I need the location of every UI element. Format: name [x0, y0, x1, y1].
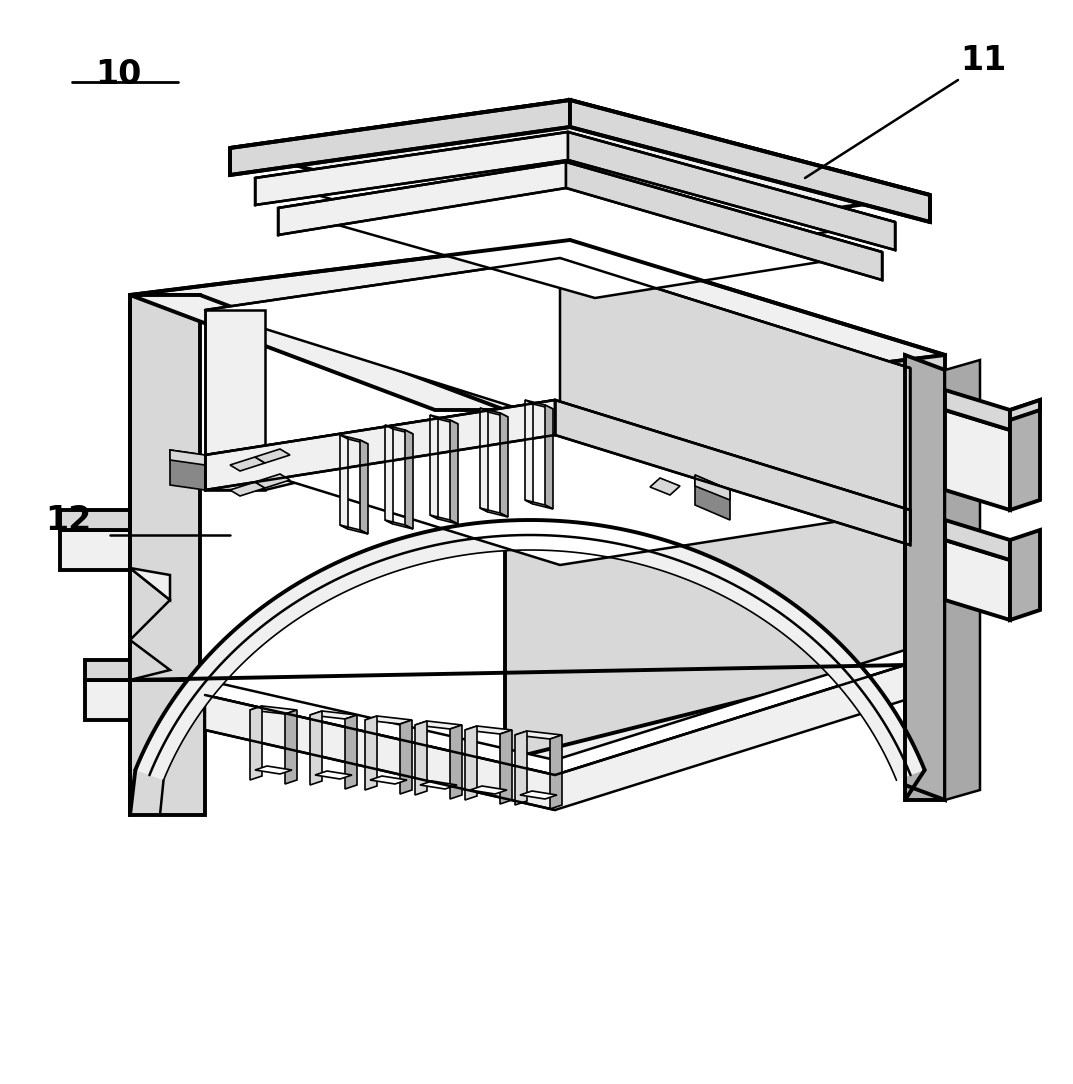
- Polygon shape: [385, 425, 413, 434]
- Polygon shape: [525, 500, 553, 509]
- Polygon shape: [465, 726, 477, 800]
- Polygon shape: [361, 440, 368, 534]
- Polygon shape: [230, 457, 265, 472]
- Polygon shape: [650, 478, 680, 495]
- Polygon shape: [230, 100, 570, 175]
- Polygon shape: [205, 258, 910, 420]
- Polygon shape: [85, 680, 130, 720]
- Polygon shape: [945, 390, 1010, 430]
- Polygon shape: [695, 475, 730, 520]
- Polygon shape: [340, 525, 368, 534]
- Polygon shape: [415, 721, 462, 730]
- Text: 11: 11: [960, 44, 1006, 77]
- Polygon shape: [230, 100, 930, 243]
- Polygon shape: [205, 400, 910, 565]
- Polygon shape: [1010, 400, 1040, 420]
- Polygon shape: [255, 449, 290, 463]
- Polygon shape: [905, 664, 945, 800]
- Polygon shape: [430, 415, 458, 424]
- Polygon shape: [250, 706, 262, 780]
- Polygon shape: [415, 721, 427, 795]
- Polygon shape: [450, 420, 458, 524]
- Polygon shape: [945, 410, 1010, 509]
- Polygon shape: [565, 162, 882, 280]
- Polygon shape: [365, 717, 377, 790]
- Polygon shape: [480, 408, 508, 417]
- Polygon shape: [255, 132, 895, 268]
- Text: 12: 12: [45, 503, 91, 537]
- Polygon shape: [255, 132, 568, 205]
- Polygon shape: [230, 482, 265, 496]
- Polygon shape: [255, 474, 290, 488]
- Polygon shape: [945, 360, 980, 800]
- Text: 10: 10: [95, 59, 142, 91]
- Polygon shape: [278, 162, 882, 298]
- Polygon shape: [515, 731, 527, 805]
- Polygon shape: [315, 771, 352, 779]
- Polygon shape: [520, 791, 557, 799]
- Polygon shape: [130, 568, 170, 601]
- Polygon shape: [200, 680, 505, 775]
- Polygon shape: [1010, 400, 1040, 509]
- Polygon shape: [470, 786, 508, 793]
- Polygon shape: [346, 715, 357, 789]
- Polygon shape: [130, 680, 205, 815]
- Polygon shape: [570, 100, 930, 222]
- Polygon shape: [310, 711, 357, 719]
- Polygon shape: [255, 766, 292, 774]
- Polygon shape: [450, 725, 462, 799]
- Polygon shape: [1010, 530, 1040, 620]
- Polygon shape: [205, 310, 265, 490]
- Polygon shape: [945, 520, 1010, 560]
- Polygon shape: [310, 711, 322, 785]
- Polygon shape: [135, 520, 925, 780]
- Polygon shape: [205, 420, 555, 490]
- Polygon shape: [545, 405, 553, 509]
- Polygon shape: [555, 400, 910, 545]
- Polygon shape: [130, 295, 200, 680]
- Polygon shape: [205, 400, 555, 490]
- Polygon shape: [130, 295, 505, 410]
- Polygon shape: [480, 408, 488, 512]
- Polygon shape: [250, 706, 297, 714]
- Polygon shape: [500, 413, 508, 517]
- Polygon shape: [340, 435, 368, 444]
- Polygon shape: [170, 450, 205, 465]
- Polygon shape: [550, 735, 562, 809]
- Polygon shape: [695, 475, 730, 500]
- Polygon shape: [500, 730, 512, 804]
- Polygon shape: [560, 258, 910, 540]
- Polygon shape: [515, 731, 562, 739]
- Polygon shape: [405, 430, 413, 529]
- Polygon shape: [505, 354, 945, 760]
- Polygon shape: [60, 509, 130, 530]
- Polygon shape: [465, 726, 512, 734]
- Polygon shape: [385, 520, 413, 529]
- Polygon shape: [130, 240, 945, 410]
- Polygon shape: [340, 435, 348, 529]
- Polygon shape: [60, 530, 130, 570]
- Polygon shape: [945, 540, 1010, 620]
- Polygon shape: [278, 162, 565, 235]
- Polygon shape: [370, 776, 407, 784]
- Polygon shape: [430, 415, 438, 519]
- Polygon shape: [400, 720, 412, 793]
- Polygon shape: [568, 132, 895, 250]
- Polygon shape: [525, 400, 533, 504]
- Polygon shape: [365, 717, 412, 724]
- Polygon shape: [385, 425, 393, 524]
- Polygon shape: [285, 710, 297, 784]
- Polygon shape: [430, 515, 458, 524]
- Polygon shape: [525, 400, 553, 409]
- Polygon shape: [480, 508, 508, 517]
- Polygon shape: [170, 450, 205, 490]
- Polygon shape: [130, 568, 170, 640]
- Polygon shape: [130, 640, 170, 680]
- Polygon shape: [205, 650, 905, 775]
- Polygon shape: [420, 780, 457, 789]
- Polygon shape: [205, 664, 905, 810]
- Polygon shape: [905, 354, 945, 800]
- Polygon shape: [85, 660, 130, 680]
- Polygon shape: [130, 650, 945, 775]
